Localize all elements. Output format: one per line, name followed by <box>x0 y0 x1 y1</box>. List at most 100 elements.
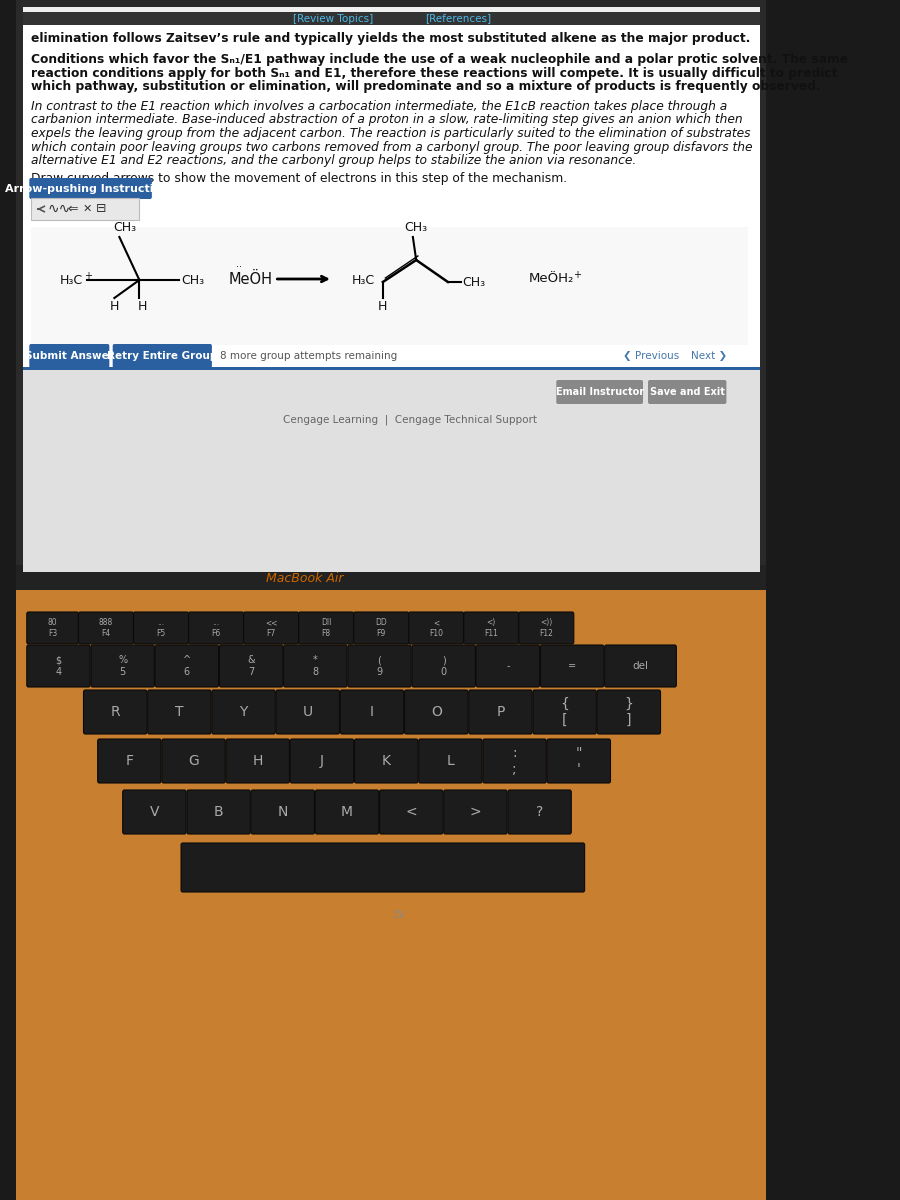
Text: Retry Entire Group: Retry Entire Group <box>107 350 217 361</box>
Text: J: J <box>320 754 324 768</box>
FancyBboxPatch shape <box>547 739 610 782</box>
FancyBboxPatch shape <box>469 690 532 734</box>
Bar <box>16 584 767 1200</box>
FancyBboxPatch shape <box>133 612 189 644</box>
Text: del: del <box>633 661 649 671</box>
FancyBboxPatch shape <box>112 344 212 368</box>
Text: H: H <box>253 754 263 768</box>
Text: U: U <box>302 704 313 719</box>
Text: H₃C: H₃C <box>59 274 83 287</box>
Text: I: I <box>370 704 374 719</box>
Text: %
5: % 5 <box>118 655 127 677</box>
Text: :
;: : ; <box>512 746 517 776</box>
Text: 888
F4: 888 F4 <box>99 618 113 637</box>
Text: DII
F8: DII F8 <box>321 618 331 637</box>
Text: Save and Exit: Save and Exit <box>650 386 724 397</box>
Text: $
4: $ 4 <box>56 655 61 677</box>
Text: (
9: ( 9 <box>376 655 382 677</box>
FancyBboxPatch shape <box>444 790 507 834</box>
FancyBboxPatch shape <box>30 178 152 199</box>
Text: G: G <box>188 754 199 768</box>
Text: <))
F12: <)) F12 <box>539 618 554 637</box>
Text: ⇐: ⇐ <box>68 203 78 216</box>
Text: P: P <box>496 704 505 719</box>
Text: >: > <box>470 805 482 818</box>
FancyBboxPatch shape <box>354 612 409 644</box>
Text: 80
F3: 80 F3 <box>48 618 58 637</box>
FancyBboxPatch shape <box>340 690 404 734</box>
FancyBboxPatch shape <box>508 790 572 834</box>
FancyBboxPatch shape <box>84 690 147 734</box>
FancyBboxPatch shape <box>226 739 290 782</box>
FancyBboxPatch shape <box>251 790 314 834</box>
Bar <box>22 7 760 572</box>
Text: H: H <box>378 300 388 313</box>
Text: B: B <box>214 805 223 818</box>
Text: L: L <box>446 754 454 768</box>
FancyBboxPatch shape <box>91 646 155 686</box>
FancyBboxPatch shape <box>291 739 354 782</box>
FancyBboxPatch shape <box>78 612 133 644</box>
FancyBboxPatch shape <box>148 690 211 734</box>
Text: Next ❯: Next ❯ <box>691 350 727 361</box>
Bar <box>16 565 767 590</box>
FancyBboxPatch shape <box>220 646 283 686</box>
FancyBboxPatch shape <box>162 739 225 782</box>
Text: <<
F7: << F7 <box>265 618 277 637</box>
Text: Draw curved arrows to show the movement of electrons in this step of the mechani: Draw curved arrows to show the movement … <box>31 172 567 185</box>
Bar <box>16 0 767 580</box>
Text: alternative E1 and E2 reactions, and the carbonyl group helps to stabilize the a: alternative E1 and E2 reactions, and the… <box>31 154 636 167</box>
FancyBboxPatch shape <box>189 612 244 644</box>
Text: V: V <box>149 805 159 818</box>
Text: "
': " ' <box>576 746 582 776</box>
Text: F: F <box>125 754 133 768</box>
FancyBboxPatch shape <box>464 612 518 644</box>
Text: carbanion intermediate. Base-induced abstraction of a proton in a slow, rate-lim: carbanion intermediate. Base-induced abs… <box>31 114 742 126</box>
Text: +: + <box>573 270 581 280</box>
Text: MeÖH: MeÖH <box>229 271 273 287</box>
FancyBboxPatch shape <box>418 739 482 782</box>
Text: ?: ? <box>536 805 544 818</box>
FancyBboxPatch shape <box>299 612 354 644</box>
Text: 1V: 1V <box>393 910 406 920</box>
FancyBboxPatch shape <box>380 790 443 834</box>
Text: O: O <box>431 704 442 719</box>
Text: elimination follows Zaitsev’s rule and typically yields the most substituted alk: elimination follows Zaitsev’s rule and t… <box>31 32 751 44</box>
Bar <box>22 367 760 370</box>
FancyBboxPatch shape <box>605 646 677 686</box>
Text: CH₃: CH₃ <box>405 221 428 234</box>
Text: }
]: } ] <box>625 697 634 727</box>
Text: ✕: ✕ <box>83 204 92 214</box>
Text: In contrast to the E1 reaction which involves a carbocation intermediate, the E1: In contrast to the E1 reaction which inv… <box>31 100 727 113</box>
FancyBboxPatch shape <box>27 646 90 686</box>
FancyBboxPatch shape <box>533 690 597 734</box>
FancyBboxPatch shape <box>212 690 275 734</box>
Text: Conditions which favor the Sₙ₁/E1 pathway include the use of a weak nucleophile : Conditions which favor the Sₙ₁/E1 pathwa… <box>31 53 848 66</box>
FancyBboxPatch shape <box>648 380 726 404</box>
FancyBboxPatch shape <box>347 646 411 686</box>
Text: H: H <box>110 300 119 313</box>
Text: M: M <box>341 805 353 818</box>
FancyBboxPatch shape <box>404 690 468 734</box>
Bar <box>22 12 760 25</box>
FancyBboxPatch shape <box>315 790 379 834</box>
FancyBboxPatch shape <box>181 842 585 892</box>
FancyBboxPatch shape <box>244 612 299 644</box>
FancyBboxPatch shape <box>540 646 604 686</box>
FancyBboxPatch shape <box>412 646 475 686</box>
Text: reaction conditions apply for both Sₙ₁ and E1, therefore these reactions will co: reaction conditions apply for both Sₙ₁ a… <box>31 66 837 79</box>
Text: MacBook Air: MacBook Air <box>266 572 344 586</box>
Text: <)
F11: <) F11 <box>484 618 499 637</box>
FancyBboxPatch shape <box>276 690 339 734</box>
Text: [References]: [References] <box>425 13 491 24</box>
Text: H₃C: H₃C <box>351 274 374 287</box>
FancyBboxPatch shape <box>27 612 78 644</box>
FancyBboxPatch shape <box>355 739 418 782</box>
Text: {
[: { [ <box>560 697 569 727</box>
Text: expels the leaving group from the adjacent carbon. The reaction is particularly : expels the leaving group from the adjace… <box>31 127 751 140</box>
Bar <box>22 12 760 572</box>
Text: *
8: * 8 <box>312 655 319 677</box>
Text: Arrow-pushing Instructions: Arrow-pushing Instructions <box>5 184 176 193</box>
Text: CH₃: CH₃ <box>181 274 204 287</box>
Text: 8 more group attempts remaining: 8 more group attempts remaining <box>220 350 398 361</box>
